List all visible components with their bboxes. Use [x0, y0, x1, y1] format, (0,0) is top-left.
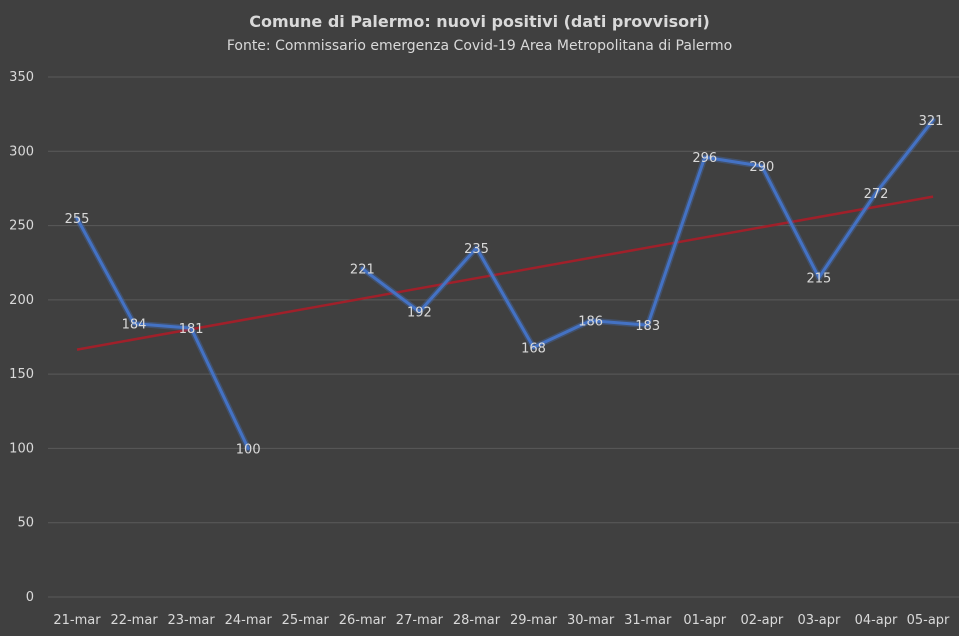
- x-axis: 21-mar 22-mar 23-mar 24-mar 25-mar 26-mar 27-m…: [53, 613, 950, 628]
- x-tick-label: 30-mar: [567, 613, 615, 628]
- data-label: 296: [692, 151, 717, 166]
- series-lines: [74, 117, 937, 452]
- data-label: 290: [749, 160, 774, 175]
- data-label: 272: [864, 187, 889, 202]
- gridlines: [48, 76, 959, 598]
- y-tick-label: 50: [17, 516, 34, 531]
- x-tick-label: 31-mar: [624, 613, 672, 628]
- y-tick-label: 300: [9, 144, 34, 159]
- x-tick-label: 24-mar: [225, 613, 273, 628]
- x-tick-label: 02-apr: [740, 613, 783, 628]
- data-label: 186: [578, 315, 603, 330]
- x-tick-label: 25-mar: [282, 613, 330, 628]
- data-labels: 255 184 181 100 221 192 235 168 186 183 296 290 215 2…: [65, 114, 944, 457]
- x-tick-label: 28-mar: [453, 613, 501, 628]
- data-label: 100: [236, 442, 261, 457]
- data-label: 192: [407, 306, 432, 321]
- data-label: 255: [65, 212, 90, 227]
- data-label: 221: [350, 263, 375, 278]
- data-label: 168: [521, 341, 546, 356]
- data-label: 215: [806, 272, 831, 287]
- data-label: 321: [919, 114, 944, 129]
- y-axis: 0 50 100 150 200 250 300 350: [9, 70, 34, 605]
- y-tick-label: 200: [9, 293, 34, 308]
- x-tick-label: 21-mar: [53, 613, 101, 628]
- data-label: 181: [179, 322, 204, 337]
- data-label: 183: [635, 319, 660, 334]
- y-tick-label: 150: [9, 367, 34, 382]
- data-label: 235: [464, 242, 489, 257]
- x-tick-label: 01-apr: [683, 613, 726, 628]
- x-tick-label: 29-mar: [510, 613, 558, 628]
- x-tick-label: 27-mar: [396, 613, 444, 628]
- chart-subtitle: Fonte: Commissario emergenza Covid-19 Ar…: [226, 38, 733, 54]
- x-tick-label: 22-mar: [110, 613, 158, 628]
- data-label: 184: [122, 318, 147, 333]
- chart-title: Comune di Palermo: nuovi positivi (dati …: [249, 12, 710, 31]
- y-tick-label: 100: [9, 441, 34, 456]
- trendline-line: [76, 195, 934, 351]
- y-tick-label: 0: [26, 590, 34, 605]
- series-line: [75, 216, 250, 450]
- y-tick-label: 350: [9, 70, 34, 85]
- x-tick-label: 26-mar: [339, 613, 387, 628]
- x-tick-label: 04-apr: [855, 613, 898, 628]
- x-tick-label: 03-apr: [798, 613, 841, 628]
- trendline: [76, 195, 934, 351]
- x-tick-label: 05-apr: [907, 613, 950, 628]
- series-line: [360, 118, 935, 349]
- y-tick-label: 250: [9, 219, 34, 234]
- x-tick-label: 23-mar: [168, 613, 216, 628]
